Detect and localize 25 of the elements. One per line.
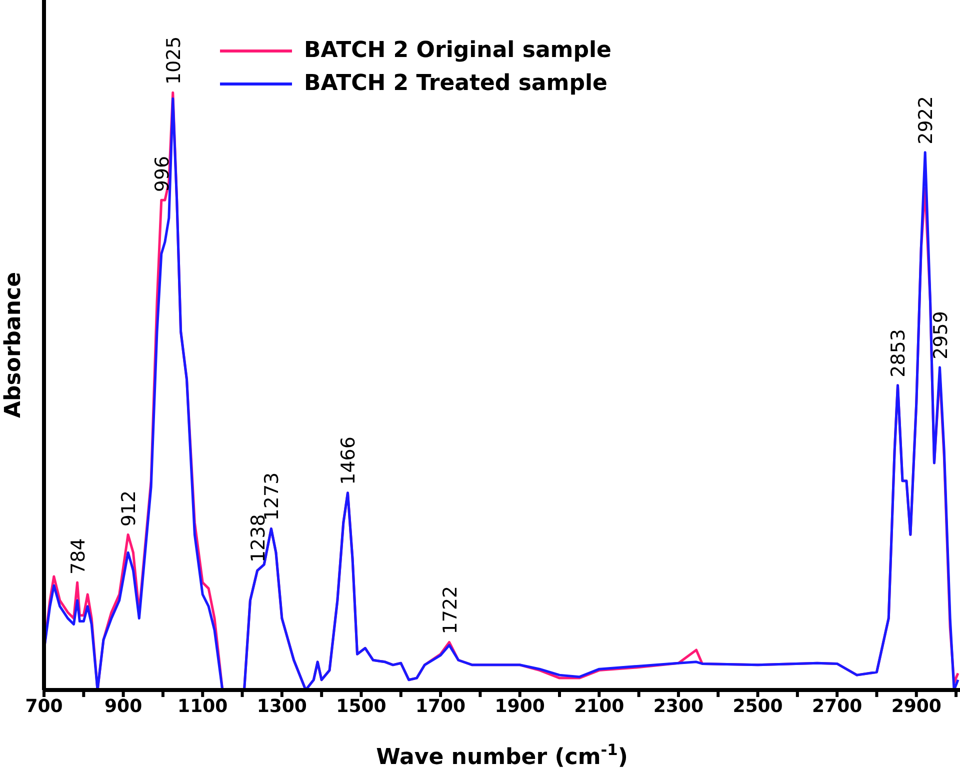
legend-label: BATCH 2 Original sample: [304, 38, 612, 63]
x-tick-label: 2100: [574, 696, 624, 717]
x-tick-label: 2500: [732, 696, 783, 717]
annotation: 2922: [915, 96, 938, 144]
x-tick-label: 2900: [891, 696, 942, 717]
annotation: 996: [151, 156, 174, 192]
annotation: 1466: [338, 436, 360, 485]
x-tick-label: 700: [25, 696, 63, 717]
annotation: 1025: [162, 36, 185, 85]
annotation: 912: [118, 490, 140, 527]
y-axis-title: Absorbance: [1, 272, 26, 418]
x-tick-label: 1900: [494, 696, 545, 717]
x-tick-label: 1300: [256, 696, 307, 717]
x-tick-label: 1700: [415, 696, 466, 717]
x-tick-label: 1100: [178, 696, 228, 717]
x-tick-label: 2300: [653, 696, 704, 717]
x-tick-label: 1500: [336, 696, 386, 717]
legend-label: BATCH 2 Treated sample: [304, 71, 608, 96]
annotation: 2853: [888, 328, 910, 378]
x-tick-label: 900: [104, 696, 142, 717]
annotation: 1722: [439, 586, 462, 634]
x-tick-label: 2700: [812, 696, 862, 717]
annotation: 784: [67, 538, 90, 574]
x-axis-title: Wave number (cm$^{-1}$): [376, 741, 628, 770]
annotation: 2959: [930, 311, 952, 360]
